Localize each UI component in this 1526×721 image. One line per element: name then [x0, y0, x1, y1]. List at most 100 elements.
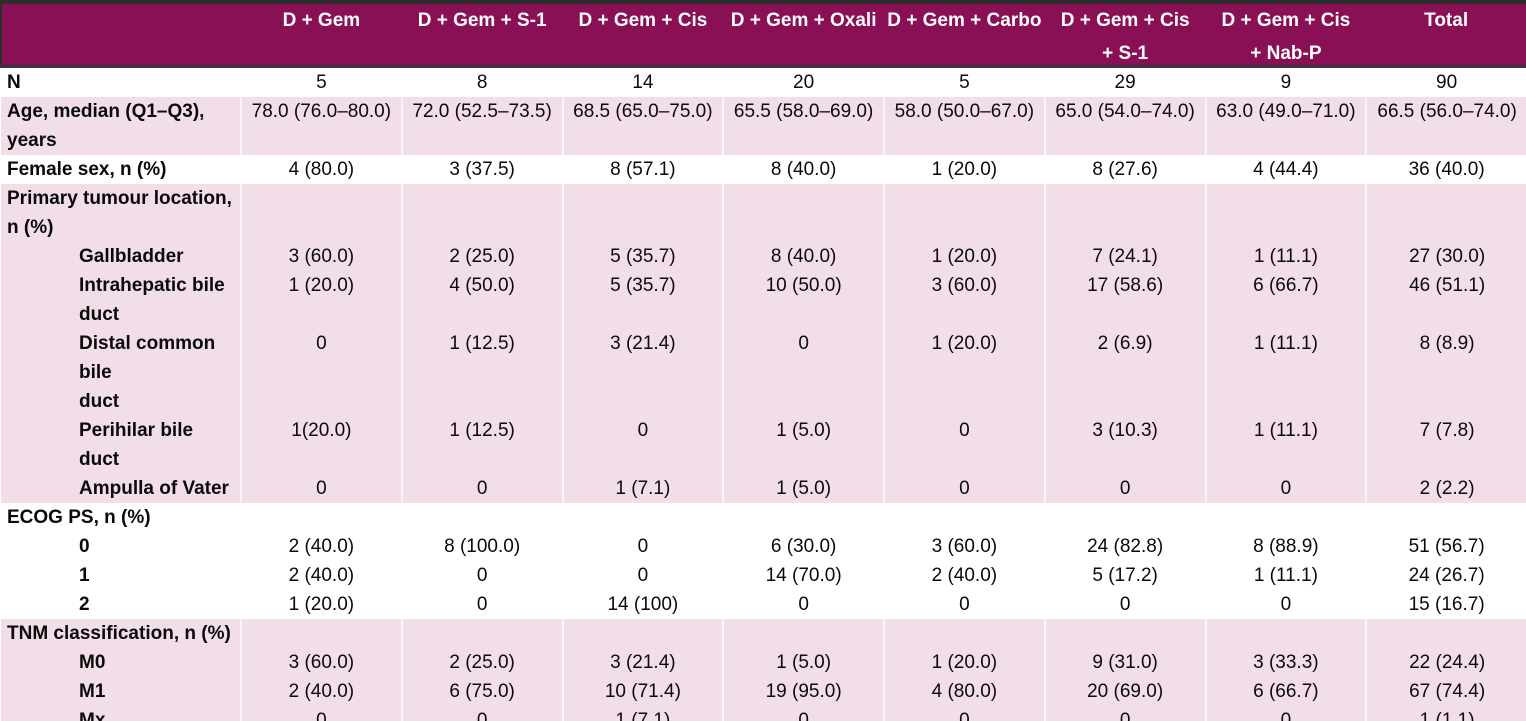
value-cell: 5 — [316, 72, 327, 93]
value-cell: 27 (30.0) — [1365, 242, 1526, 271]
row-label-line: 2 — [79, 594, 90, 615]
column-header-line2 — [886, 43, 1043, 65]
table-row: M1 2 (40.0) 6 (75.0) 10 (71.4) 19 (95.0) 4 (8… — [1, 677, 1526, 706]
value-cell: 14 (100) — [607, 594, 679, 615]
value-cell: 8 (100.0) — [444, 536, 521, 557]
value-cell: 1 (1.1) — [1365, 706, 1526, 721]
value-cell — [402, 503, 563, 532]
value-cell — [883, 619, 1045, 648]
value-cell: 46 (51.1) — [1365, 271, 1526, 329]
value-cell: 6 (75.0) — [400, 677, 563, 706]
value-cell: 1(20.0) — [240, 416, 402, 474]
column-header-line2 — [725, 43, 882, 65]
table-row: Female sex, n (%) 4 (80.0) 3 (37.5) 8 (57.1… — [1, 155, 1526, 184]
value-cell: 20 (69.0) — [1043, 677, 1206, 706]
table-row: 1 2 (40.0) 0 0 14 (70.0) 2 (40.0) 5 (17.2) 1 (1… — [1, 561, 1526, 590]
value-cell: 0 — [1043, 474, 1206, 503]
value-cell: 67 (74.4) — [1365, 677, 1526, 706]
value-cell: 5 (17.2) — [1092, 565, 1158, 586]
row-label-line: Perihilar bile duct — [79, 420, 194, 470]
row-label-line: Gallbladder — [79, 246, 184, 267]
value-cell: 1 (7.1) — [561, 474, 724, 503]
value-cell: 9 (31.0) — [1043, 648, 1206, 677]
value-cell: 0 — [722, 706, 884, 721]
value-cell — [884, 503, 1045, 532]
row-label-line: Intrahepatic bile duct — [79, 275, 225, 325]
value-cell: 14 — [632, 72, 654, 93]
value-cell: 6 (30.0) — [770, 536, 837, 557]
table-row: Gallbladder 3 (60.0) 2 (25.0) 5 (35.7) 8 (40… — [1, 242, 1526, 271]
table-row: Ampulla of Vater 0 0 1 (7.1) 1 (5.0) 0 0 0 2 (2.… — [1, 474, 1526, 503]
value-cell: 3 (60.0) — [240, 648, 402, 677]
value-cell: 0 — [561, 416, 724, 474]
value-cell: 0 — [240, 706, 402, 721]
value-cell: 1 (20.0) — [240, 271, 402, 329]
value-cell: 2 (40.0) — [288, 565, 355, 586]
row-label-line: Age, median (Q1–Q3), — [7, 101, 205, 122]
row-label-cell: M1 — [1, 677, 241, 706]
column-header-line2: + S-1 — [1102, 43, 1149, 64]
row-label-line: 0 — [79, 536, 90, 557]
value-cell: 2 (40.0) — [240, 677, 402, 706]
value-cell: 0 — [240, 329, 402, 416]
row-label-line: ECOG PS, n (%) — [7, 507, 151, 528]
value-cell: 7 (24.1) — [1043, 242, 1206, 271]
value-cell: 6 (66.7) — [1204, 271, 1367, 329]
row-label-line: Mx — [79, 710, 106, 721]
value-cell: 1 (5.0) — [722, 416, 884, 474]
table-row: TNM classification, n (%) — [1, 619, 1526, 648]
value-cell: 58.0 (50.0–67.0) — [883, 97, 1045, 155]
value-cell: 3 (21.4) — [561, 648, 724, 677]
value-cell: 2 (2.2) — [1365, 474, 1526, 503]
column-header-line1: D + Gem + Cis — [578, 10, 708, 31]
value-cell: 1 (12.5) — [400, 329, 563, 416]
row-label-line: n (%) — [7, 217, 54, 238]
value-cell: 8 (88.9) — [1253, 536, 1319, 557]
value-cell: 8 (57.1) — [610, 159, 676, 180]
treatment-arm-column-header: D + Gem + Cis + Nab-P — [1205, 0, 1367, 68]
value-cell — [1366, 503, 1526, 532]
row-label-line: Distal common bile — [79, 333, 216, 383]
value-cell: 10 (71.4) — [561, 677, 724, 706]
value-cell: 15 (16.7) — [1408, 594, 1485, 615]
value-cell: 1 (20.0) — [883, 648, 1045, 677]
table-row: Intrahepatic bile duct 1 (20.0) 4 (50.0) 5 … — [1, 271, 1526, 329]
table-row: Distal common bile duct 0 1 (12.5) 3 (21.4) 0… — [1, 329, 1526, 416]
column-header-line1: Total — [1424, 10, 1469, 31]
value-cell — [883, 184, 1045, 242]
column-header-line1: D + Gem + Cis — [1060, 10, 1190, 31]
row-label-line: M1 — [79, 681, 106, 702]
value-cell: 5 — [959, 72, 970, 93]
value-cell — [400, 184, 563, 242]
value-cell: 1 (11.1) — [1204, 329, 1367, 416]
value-cell: 1 (7.1) — [561, 706, 724, 721]
row-label-line: duct — [79, 391, 120, 412]
value-cell: 0 — [637, 536, 649, 557]
column-header-line2 — [404, 43, 561, 65]
treatment-arm-column-header: D + Gem + Carbo — [884, 0, 1045, 68]
value-cell: 4 (80.0) — [288, 159, 355, 180]
value-cell: 0 — [1119, 594, 1131, 615]
row-label-line: Primary tumour location, — [7, 188, 232, 209]
row-label-cell: Female sex, n (%) — [1, 155, 241, 184]
value-cell — [241, 503, 402, 532]
row-label-cell: Ampulla of Vater — [1, 474, 241, 503]
value-cell: 0 — [400, 474, 563, 503]
value-cell: 17 (58.6) — [1043, 271, 1206, 329]
row-label-cell: Gallbladder — [1, 242, 241, 271]
value-cell: 5 (35.7) — [561, 242, 724, 271]
value-cell — [1204, 619, 1367, 648]
row-label-cell: Age, median (Q1–Q3), years — [1, 97, 241, 155]
table-row: M0 3 (60.0) 2 (25.0) 3 (21.4) 1 (5.0) 1 (20.0… — [1, 648, 1526, 677]
treatment-arm-column-header: D + Gem + Cis + S-1 — [1044, 0, 1206, 68]
value-cell — [561, 619, 724, 648]
column-header-line1: D + Gem + Oxali — [730, 10, 877, 31]
value-cell: 0 — [883, 706, 1045, 721]
value-cell — [722, 184, 884, 242]
column-header-line2 — [243, 43, 400, 65]
value-cell: 3 (21.4) — [561, 329, 724, 416]
row-label-line: years — [7, 130, 57, 151]
value-cell: 8 — [476, 72, 488, 93]
value-cell: 6 (66.7) — [1204, 677, 1367, 706]
